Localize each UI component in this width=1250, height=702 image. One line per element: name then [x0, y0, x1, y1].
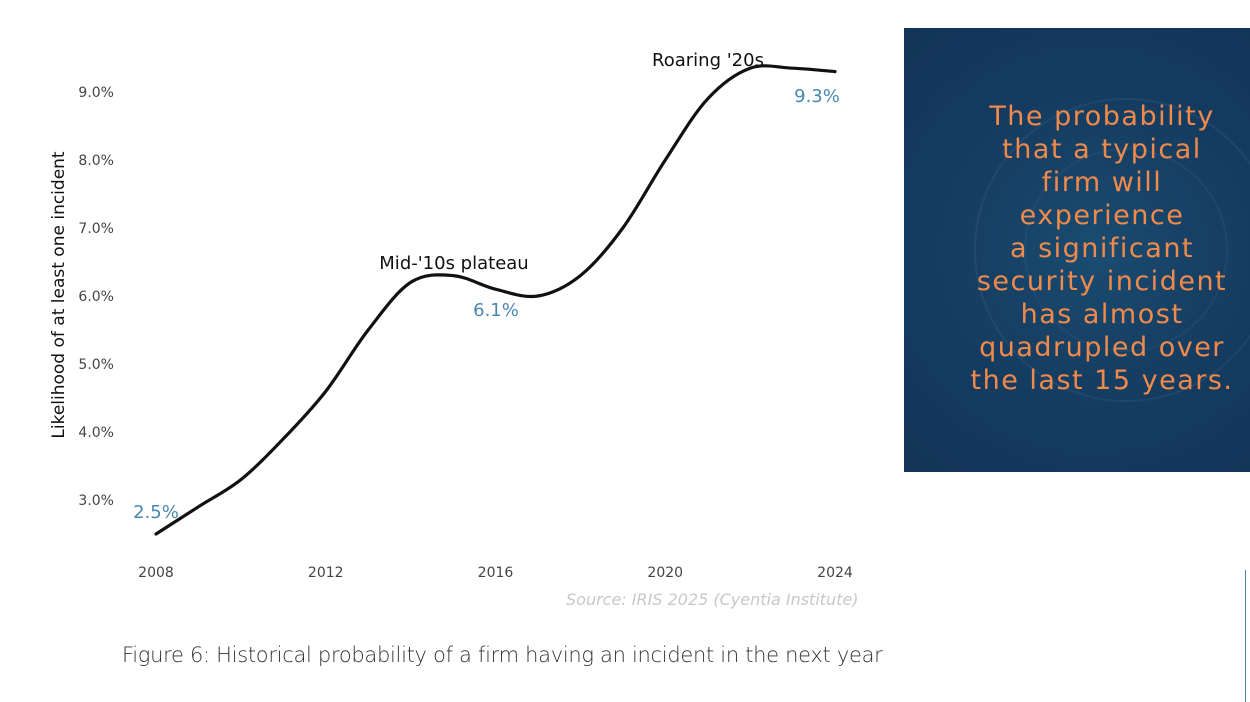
x-tick-label: 2016	[478, 565, 514, 581]
y-tick-label: 6.0%	[78, 289, 114, 305]
callout-line: has almost	[1020, 299, 1184, 330]
callout-line: the last 15 years.	[970, 365, 1234, 396]
y-tick-label: 8.0%	[78, 153, 114, 169]
x-tick-label: 2008	[138, 565, 174, 581]
y-axis-label: Likelihood of at least one incident	[49, 151, 69, 439]
callout-line: a significant	[1009, 233, 1195, 264]
x-tick-label: 2012	[308, 565, 344, 581]
annotations: Mid-'10s plateau Roaring '20s	[379, 50, 764, 274]
y-tick-label: 5.0%	[78, 357, 114, 373]
x-tick-label: 2024	[817, 565, 853, 581]
line-chart: 3.0% 4.0% 5.0% 6.0% 7.0% 8.0% 9.0% 2008 2012 201…	[49, 50, 853, 581]
decorative-ring	[974, 98, 1250, 402]
vertical-rule	[1245, 570, 1246, 702]
y-tick-label: 7.0%	[78, 221, 114, 237]
annotation-label: Mid-'10s plateau	[379, 253, 528, 274]
annotation-label: Roaring '20s	[652, 50, 764, 71]
x-tick-label: 2020	[647, 565, 683, 581]
callout-line: quadrupled over	[979, 332, 1225, 363]
callout-text: The probability that a typical firm will ex…	[970, 100, 1234, 397]
y-tick-label: 9.0%	[78, 85, 114, 101]
data-labels: 2.5% 6.1% 9.3%	[133, 86, 840, 523]
x-axis-ticks: 2008 2012 2016 2020 2024	[138, 565, 853, 581]
callout-line: security incident	[976, 266, 1228, 297]
source-note: Source: IRIS 2025 (Cyentia Institute)	[566, 590, 859, 609]
callout-panel: The probability that a typical firm will ex…	[904, 28, 1250, 472]
figure-caption: Figure 6: Historical probability of a fi…	[122, 643, 883, 667]
data-label: 6.1%	[473, 300, 519, 321]
y-tick-label: 4.0%	[78, 425, 114, 441]
callout-line: firm will	[1041, 167, 1163, 198]
decorative-ring-inner	[1024, 148, 1228, 352]
data-label: 2.5%	[133, 502, 179, 523]
y-axis-ticks: 3.0% 4.0% 5.0% 6.0% 7.0% 8.0% 9.0%	[78, 85, 114, 509]
y-tick-label: 3.0%	[78, 493, 114, 509]
callout-line: experience	[1019, 200, 1185, 231]
callout-line: The probability	[989, 101, 1215, 132]
data-label: 9.3%	[794, 86, 840, 107]
series-line	[154, 64, 837, 536]
callout-line: that a typical	[1002, 134, 1202, 165]
